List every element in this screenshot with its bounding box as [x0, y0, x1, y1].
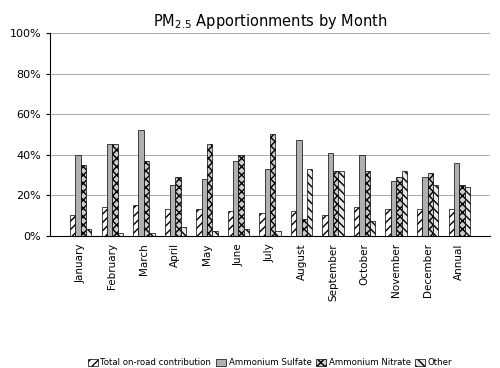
Bar: [386, 209, 391, 236]
Bar: [270, 134, 276, 236]
Bar: [322, 215, 328, 236]
Bar: [207, 144, 212, 236]
Bar: [133, 205, 138, 236]
Bar: [238, 155, 244, 236]
Bar: [212, 231, 218, 236]
Bar: [460, 185, 464, 236]
Bar: [296, 141, 302, 236]
Bar: [244, 230, 249, 236]
Bar: [307, 169, 312, 236]
Bar: [428, 173, 433, 236]
Bar: [196, 209, 202, 236]
Bar: [180, 227, 186, 236]
Bar: [164, 209, 170, 236]
Bar: [228, 211, 233, 236]
Bar: [391, 181, 396, 236]
Bar: [454, 163, 460, 236]
Bar: [338, 171, 344, 236]
Bar: [176, 177, 180, 236]
Bar: [149, 234, 154, 236]
Bar: [333, 171, 338, 236]
Bar: [448, 209, 454, 236]
Legend: Total on-road contribution, Ammonium Sulfate, Ammonium Nitrate, Other: Total on-road contribution, Ammonium Sul…: [86, 357, 454, 368]
Bar: [422, 177, 428, 236]
Bar: [70, 215, 75, 236]
Bar: [80, 165, 86, 236]
Bar: [291, 211, 296, 236]
Bar: [118, 234, 123, 236]
Title: PM$_{2.5}$ Apportionments by Month: PM$_{2.5}$ Apportionments by Month: [153, 12, 387, 31]
Bar: [360, 155, 364, 236]
Bar: [112, 144, 117, 236]
Bar: [276, 231, 280, 236]
Bar: [138, 130, 144, 236]
Bar: [417, 209, 422, 236]
Bar: [402, 171, 407, 236]
Bar: [102, 207, 107, 236]
Bar: [233, 160, 238, 236]
Bar: [364, 171, 370, 236]
Bar: [86, 230, 92, 236]
Bar: [76, 155, 80, 236]
Bar: [433, 185, 438, 236]
Bar: [202, 179, 207, 236]
Bar: [328, 152, 333, 236]
Bar: [107, 144, 112, 236]
Bar: [144, 160, 149, 236]
Bar: [170, 185, 175, 236]
Bar: [302, 219, 307, 236]
Bar: [264, 169, 270, 236]
Bar: [396, 177, 402, 236]
Bar: [464, 187, 470, 236]
Bar: [260, 213, 264, 236]
Bar: [354, 207, 360, 236]
Bar: [370, 222, 376, 236]
